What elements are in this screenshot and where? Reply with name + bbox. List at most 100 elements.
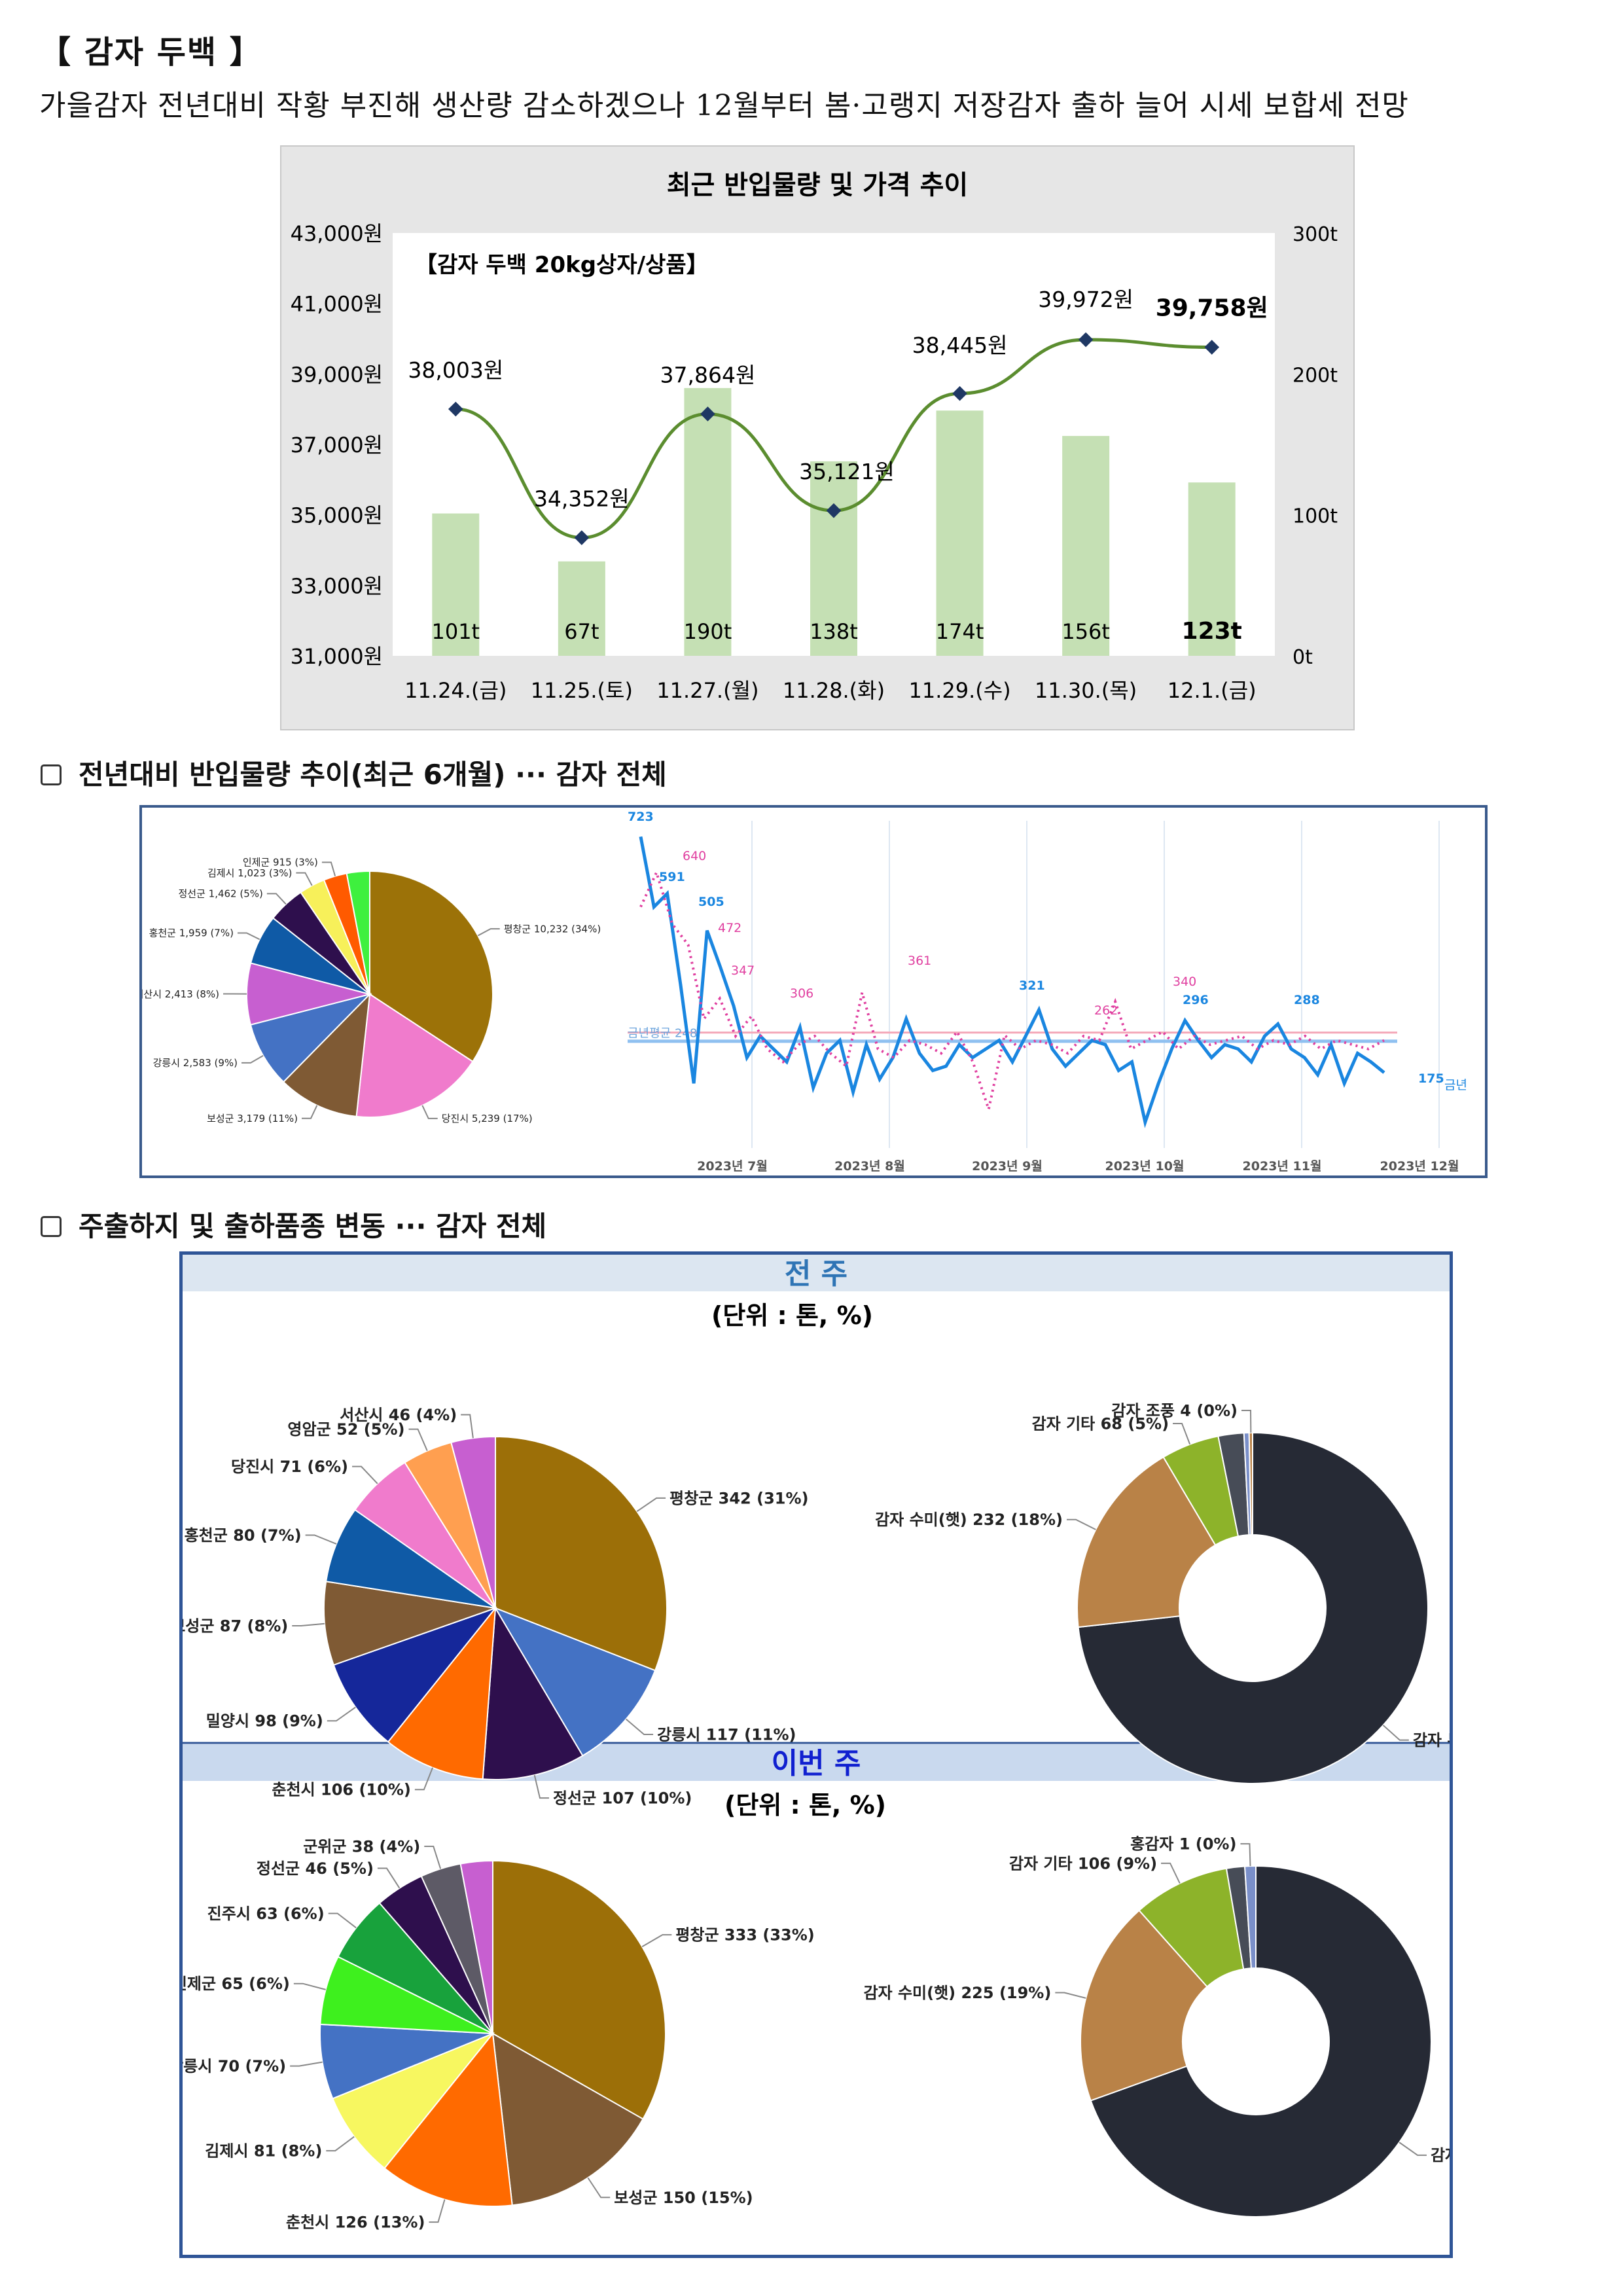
- leader-line: [290, 2061, 323, 2067]
- slice-label: 진주시 63 (6%): [207, 1905, 325, 1923]
- slice-label: 당진시 71 (6%): [231, 1458, 348, 1476]
- slice-label: 서산시 46 (4%): [340, 1406, 457, 1424]
- pie-slice: [493, 1607, 656, 1757]
- leader-line: [292, 1623, 325, 1627]
- point-label: 321: [1019, 978, 1045, 993]
- slice-label: 보성군 150 (15%): [614, 2189, 753, 2207]
- point-label: 723: [628, 810, 654, 824]
- slice-label: 밀양시 98 (9%): [206, 1712, 323, 1731]
- price-label: 39,972원: [1038, 287, 1133, 312]
- leader-line: [424, 1846, 442, 1869]
- price-label: 35,121원: [799, 459, 895, 484]
- price-marker: [574, 530, 590, 545]
- panel-header-current: 이번 주: [772, 1747, 861, 1780]
- x-axis-tick-label: 2023년 12월: [1380, 1159, 1459, 1174]
- price-label: 37,864원: [660, 362, 756, 387]
- average-label: 금년평균 248: [628, 1026, 697, 1040]
- volume-bar-label: 174t: [936, 619, 984, 644]
- leader-line: [1241, 1410, 1252, 1433]
- slice-label: 감자 조풍 4 (0%): [1111, 1401, 1238, 1420]
- volume-bar: [1062, 436, 1110, 656]
- leader-line: [1066, 1518, 1096, 1530]
- y2-axis-tick-label: 100t: [1293, 505, 1338, 528]
- y2-axis-tick-label: 0t: [1293, 646, 1313, 669]
- slice-label: 영암군 52 (5%): [287, 1420, 404, 1439]
- slice-label: 보성군 3,179 (11%): [207, 1113, 298, 1124]
- pie-slice: [249, 993, 372, 1083]
- pie-slice: [319, 2023, 493, 2100]
- leader-line: [414, 1767, 433, 1791]
- price-label: 38,445원: [912, 332, 1008, 358]
- leader-line: [241, 1054, 264, 1064]
- series-end-label: 금년: [1444, 1078, 1467, 1092]
- leader-line: [1382, 1725, 1409, 1741]
- volume-bar-label: 190t: [684, 619, 732, 644]
- page-headline: 가을감자 전년대비 작황 부진해 생산량 감소하겠으나 12월부터 봄·고랭지 …: [39, 89, 1409, 122]
- pie-slice: [491, 2032, 644, 2206]
- y-axis-tick-label: 41,000원: [291, 292, 383, 317]
- point-label: 262: [1094, 1003, 1118, 1018]
- point-label: 175: [1418, 1071, 1444, 1086]
- x-axis-tick-label: 11.29.(수): [908, 678, 1010, 703]
- slice-label: 평창군 342 (31%): [669, 1489, 808, 1507]
- this-year-line: [639, 836, 1385, 1128]
- y2-axis-tick-label: 300t: [1293, 223, 1338, 246]
- slice-label: 김제시 1,023 (3%): [207, 867, 292, 879]
- y-axis-tick-label: 39,000원: [291, 362, 383, 387]
- panel-header-prev: 전 주: [785, 1257, 847, 1291]
- volume-bar-label: 156t: [1061, 619, 1110, 644]
- slice-label: 김제시 81 (8%): [205, 2142, 322, 2160]
- leader-line: [1173, 1422, 1191, 1445]
- volume-bar-label: 67t: [564, 619, 599, 644]
- leader-line: [1055, 1992, 1086, 1999]
- slice-label: 감자 수미(햇) 225 (19%): [863, 1984, 1051, 2002]
- pie-slice: [282, 992, 371, 1117]
- leader-line: [302, 1105, 318, 1119]
- point-label: 591: [659, 870, 685, 884]
- volume-bar: [810, 461, 857, 656]
- leader-line: [326, 2136, 355, 2152]
- point-label: 288: [1294, 993, 1320, 1007]
- leader-line: [237, 932, 260, 941]
- price-marker: [448, 401, 463, 417]
- x-axis-tick-label: 11.27.(월): [656, 678, 758, 703]
- slice-label: 서산시 2,413 (8%): [142, 988, 219, 1000]
- leader-line: [1399, 2142, 1427, 2156]
- slice-label: 감자 기타 106 (9%): [1009, 1854, 1157, 1873]
- leader-line: [421, 1105, 438, 1119]
- x-axis-tick-label: 11.24.(금): [404, 678, 507, 703]
- slice-label: 당진시 5,239 (17%): [442, 1113, 533, 1124]
- price-label: 34,352원: [534, 486, 630, 512]
- monthly-charts: 평창군 10,232 (34%) 당진시 5,239 (17%) 보성군 3,179…: [135, 810, 1467, 1174]
- x-axis-tick-label: 2023년 8월: [834, 1159, 905, 1174]
- leader-line: [461, 1414, 474, 1439]
- volume-bar-label: 123t: [1182, 618, 1242, 645]
- price-marker: [700, 406, 715, 422]
- chart-title: 최근 반입물량 및 가격 추이: [667, 170, 969, 200]
- weekly-panel: 전 주 이번 주 (단위 : 톤, %) (단위 : 톤, %) 평창군 342 (31…: [169, 1251, 1590, 2258]
- price-marker: [1078, 332, 1094, 348]
- pie-slice: [346, 870, 370, 995]
- section-heading-monthly: 전년대비 반입물량 추이(최근 6개월) ··· 감자 전체: [41, 753, 667, 793]
- slice-label: 정선군 107 (10%): [553, 1789, 692, 1808]
- slice-label: 춘천시 106 (10%): [272, 1781, 410, 1799]
- volume-bar: [1188, 482, 1236, 656]
- pie-slice: [323, 1581, 496, 1666]
- x-axis-tick-label: 11.25.(토): [531, 678, 633, 703]
- leader-line: [296, 872, 313, 886]
- price-marker: [826, 503, 842, 518]
- leader-line: [321, 861, 336, 876]
- slice-label: 인제군 65 (6%): [183, 1975, 290, 1993]
- unit-label: (단위 : 톤, %): [711, 1301, 873, 1330]
- price-label: 38,003원: [408, 357, 503, 383]
- y-axis-tick-label: 31,000원: [291, 644, 383, 669]
- x-axis-tick-label: 2023년 10월: [1105, 1159, 1185, 1174]
- pie-slice: [325, 1509, 496, 1609]
- slice-label: 홍감자 1 (0%): [1130, 1835, 1236, 1854]
- slice-label: 평창군 333 (33%): [675, 1926, 814, 1945]
- slice-label: 강릉시 70 (7%): [183, 2057, 286, 2075]
- volume-bar-label: 138t: [810, 619, 858, 644]
- pie-slice: [246, 962, 372, 1026]
- x-axis-tick-label: 2023년 7월: [697, 1159, 768, 1174]
- y-axis-tick-label: 43,000원: [291, 221, 383, 246]
